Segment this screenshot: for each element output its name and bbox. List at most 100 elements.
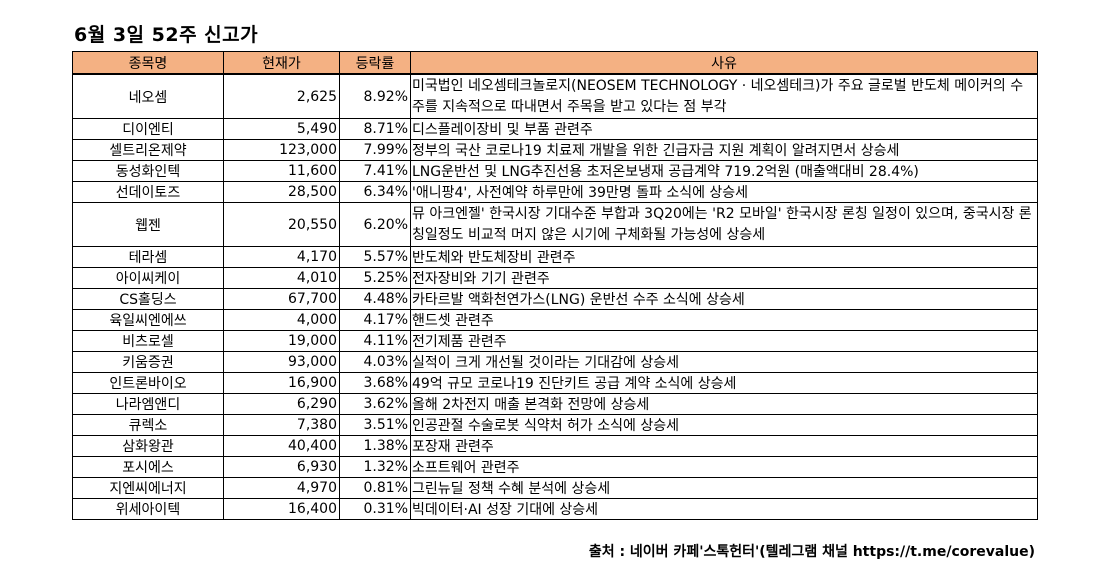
price-cell: 4,000: [223, 309, 340, 331]
change-rate-cell: 5.25%: [339, 267, 411, 289]
change-rate-cell: 1.32%: [339, 456, 411, 478]
change-rate-cell: 3.68%: [339, 372, 411, 394]
stock-name-cell: 나라엠앤디: [72, 393, 224, 415]
column-header-price: 현재가: [223, 51, 340, 75]
reason-cell: 실적이 크게 개선될 것이라는 기대감에 상승세: [410, 351, 1038, 373]
change-rate-cell: 6.34%: [339, 181, 411, 203]
change-rate-cell: 8.92%: [339, 73, 411, 119]
reason-cell: 디스플레이장비 및 부품 관련주: [410, 118, 1038, 140]
table-row: 삼화왕관 40,400 1.38% 포장재 관련주: [72, 435, 1038, 457]
change-rate-cell: 6.20%: [339, 202, 411, 247]
price-cell: 123,000: [223, 139, 340, 161]
table-row: 인트론바이오 16,900 3.68% 49억 규모 코로나19 진단키트 공급 계약…: [72, 372, 1038, 394]
reason-cell: 정부의 국산 코로나19 치료제 개발을 위한 긴급자금 지원 계획이 알려지면…: [410, 139, 1038, 161]
table-row: 위세아이텍 16,400 0.31% 빅데이터·AI 성장 기대에 상승세: [72, 498, 1038, 520]
reason-cell: 올해 2차전지 매출 본격화 전망에 상승세: [410, 393, 1038, 415]
stock-name-cell: CS홀딩스: [72, 288, 224, 310]
reason-cell: 소프트웨어 관련주: [410, 456, 1038, 478]
stock-name-cell: 선데이토즈: [72, 181, 224, 203]
table-row: 육일씨엔에쓰 4,000 4.17% 핸드셋 관련주: [72, 309, 1038, 331]
price-cell: 93,000: [223, 351, 340, 373]
table-row: CS홀딩스 67,700 4.48% 카타르발 액화천연가스(LNG) 운반선 수주 …: [72, 288, 1038, 310]
reason-cell: 그린뉴딜 정책 수혜 분석에 상승세: [410, 477, 1038, 499]
price-cell: 4,170: [223, 246, 340, 268]
price-cell: 19,000: [223, 330, 340, 352]
stock-name-cell: 지엔씨에너지: [72, 477, 224, 499]
stock-name-cell: 비츠로셀: [72, 330, 224, 352]
page-title: 6월 3일 52주 신고가: [74, 24, 259, 46]
reason-cell: 포장재 관련주: [410, 435, 1038, 457]
table-row: 네오셈 2,625 8.92% 미국법인 네오셈테크놀로지(NEOSEM TECHNO…: [72, 73, 1038, 119]
price-cell: 67,700: [223, 288, 340, 310]
price-cell: 2,625: [223, 73, 340, 119]
stock-name-cell: 위세아이텍: [72, 498, 224, 520]
price-cell: 7,380: [223, 414, 340, 436]
price-cell: 4,010: [223, 267, 340, 289]
stock-name-cell: 웹젠: [72, 202, 224, 247]
stock-name-cell: 삼화왕관: [72, 435, 224, 457]
change-rate-cell: 7.41%: [339, 160, 411, 182]
table-row: 테라셈 4,170 5.57% 반도체와 반도체장비 관련주: [72, 246, 1038, 268]
table-row: 웹젠 20,550 6.20% 뮤 아크엔젤' 한국시장 기대수준 부합과 3Q20에…: [72, 202, 1038, 247]
reason-cell: 뮤 아크엔젤' 한국시장 기대수준 부합과 3Q20에는 'R2 모바일' 한국…: [410, 202, 1038, 247]
price-cell: 6,290: [223, 393, 340, 415]
reason-cell: LNG운반선 및 LNG추진선용 초저온보냉재 공급계약 719.2억원 (매출…: [410, 160, 1038, 182]
stock-name-cell: 테라셈: [72, 246, 224, 268]
reason-cell: 인공관절 수술로봇 식약처 허가 소식에 상승세: [410, 414, 1038, 436]
change-rate-cell: 7.99%: [339, 139, 411, 161]
reason-cell: 49억 규모 코로나19 진단키트 공급 계약 소식에 상승세: [410, 372, 1038, 394]
table-row: 셀트리온제약 123,000 7.99% 정부의 국산 코로나19 치료제 개발을 위…: [72, 139, 1038, 161]
reason-cell: 반도체와 반도체장비 관련주: [410, 246, 1038, 268]
price-cell: 5,490: [223, 118, 340, 140]
table-header-row: 종목명 현재가 등락률 사유: [72, 51, 1038, 75]
price-cell: 11,600: [223, 160, 340, 182]
table-row: 동성화인텍 11,600 7.41% LNG운반선 및 LNG추진선용 초저온보냉재 …: [72, 160, 1038, 182]
stock-name-cell: 포시에스: [72, 456, 224, 478]
table-row: 디이엔티 5,490 8.71% 디스플레이장비 및 부품 관련주: [72, 118, 1038, 140]
stock-name-cell: 아이씨케이: [72, 267, 224, 289]
table-row: 선데이토즈 28,500 6.34% '애니팡4', 사전예약 하루만에 39만명 돌…: [72, 181, 1038, 203]
change-rate-cell: 4.11%: [339, 330, 411, 352]
reason-cell: 빅데이터·AI 성장 기대에 상승세: [410, 498, 1038, 520]
change-rate-cell: 0.81%: [339, 477, 411, 499]
change-rate-cell: 4.03%: [339, 351, 411, 373]
stock-table: 종목명 현재가 등락률 사유 네오셈 2,625 8.92% 미국법인 네오셈테크놀로…: [72, 51, 1038, 520]
reason-cell: 미국법인 네오셈테크놀로지(NEOSEM TECHNOLOGY · 네오셈테크)…: [410, 73, 1038, 119]
table-header: 종목명 현재가 등락률 사유: [72, 51, 1038, 75]
reason-cell: 카타르발 액화천연가스(LNG) 운반선 수주 소식에 상승세: [410, 288, 1038, 310]
price-cell: 16,900: [223, 372, 340, 394]
reason-cell: 핸드셋 관련주: [410, 309, 1038, 331]
table-row: 비츠로셀 19,000 4.11% 전기제품 관련주: [72, 330, 1038, 352]
column-header-reason: 사유: [410, 51, 1038, 75]
stock-name-cell: 셀트리온제약: [72, 139, 224, 161]
price-cell: 6,930: [223, 456, 340, 478]
table-row: 나라엠앤디 6,290 3.62% 올해 2차전지 매출 본격화 전망에 상승세: [72, 393, 1038, 415]
price-cell: 4,970: [223, 477, 340, 499]
stock-name-cell: 인트론바이오: [72, 372, 224, 394]
table-row: 지엔씨에너지 4,970 0.81% 그린뉴딜 정책 수혜 분석에 상승세: [72, 477, 1038, 499]
price-cell: 40,400: [223, 435, 340, 457]
price-cell: 16,400: [223, 498, 340, 520]
change-rate-cell: 4.48%: [339, 288, 411, 310]
stock-name-cell: 육일씨엔에쓰: [72, 309, 224, 331]
table-row: 아이씨케이 4,010 5.25% 전자장비와 기기 관련주: [72, 267, 1038, 289]
reason-cell: '애니팡4', 사전예약 하루만에 39만명 돌파 소식에 상승세: [410, 181, 1038, 203]
change-rate-cell: 3.51%: [339, 414, 411, 436]
stock-name-cell: 동성화인텍: [72, 160, 224, 182]
change-rate-cell: 4.17%: [339, 309, 411, 331]
table-row: 큐렉소 7,380 3.51% 인공관절 수술로봇 식약처 허가 소식에 상승세: [72, 414, 1038, 436]
change-rate-cell: 1.38%: [339, 435, 411, 457]
reason-cell: 전기제품 관련주: [410, 330, 1038, 352]
table-body: 네오셈 2,625 8.92% 미국법인 네오셈테크놀로지(NEOSEM TECHNO…: [72, 73, 1038, 520]
change-rate-cell: 8.71%: [339, 118, 411, 140]
source-note: 출처 : 네이버 카페'스톡헌터'(텔레그램 채널 https://t.me/c…: [588, 544, 1035, 560]
stock-name-cell: 키움증권: [72, 351, 224, 373]
table-row: 키움증권 93,000 4.03% 실적이 크게 개선될 것이라는 기대감에 상승세: [72, 351, 1038, 373]
change-rate-cell: 5.57%: [339, 246, 411, 268]
reason-cell: 전자장비와 기기 관련주: [410, 267, 1038, 289]
price-cell: 20,550: [223, 202, 340, 247]
stock-name-cell: 디이엔티: [72, 118, 224, 140]
stock-name-cell: 네오셈: [72, 73, 224, 119]
column-header-name: 종목명: [72, 51, 224, 75]
change-rate-cell: 3.62%: [339, 393, 411, 415]
